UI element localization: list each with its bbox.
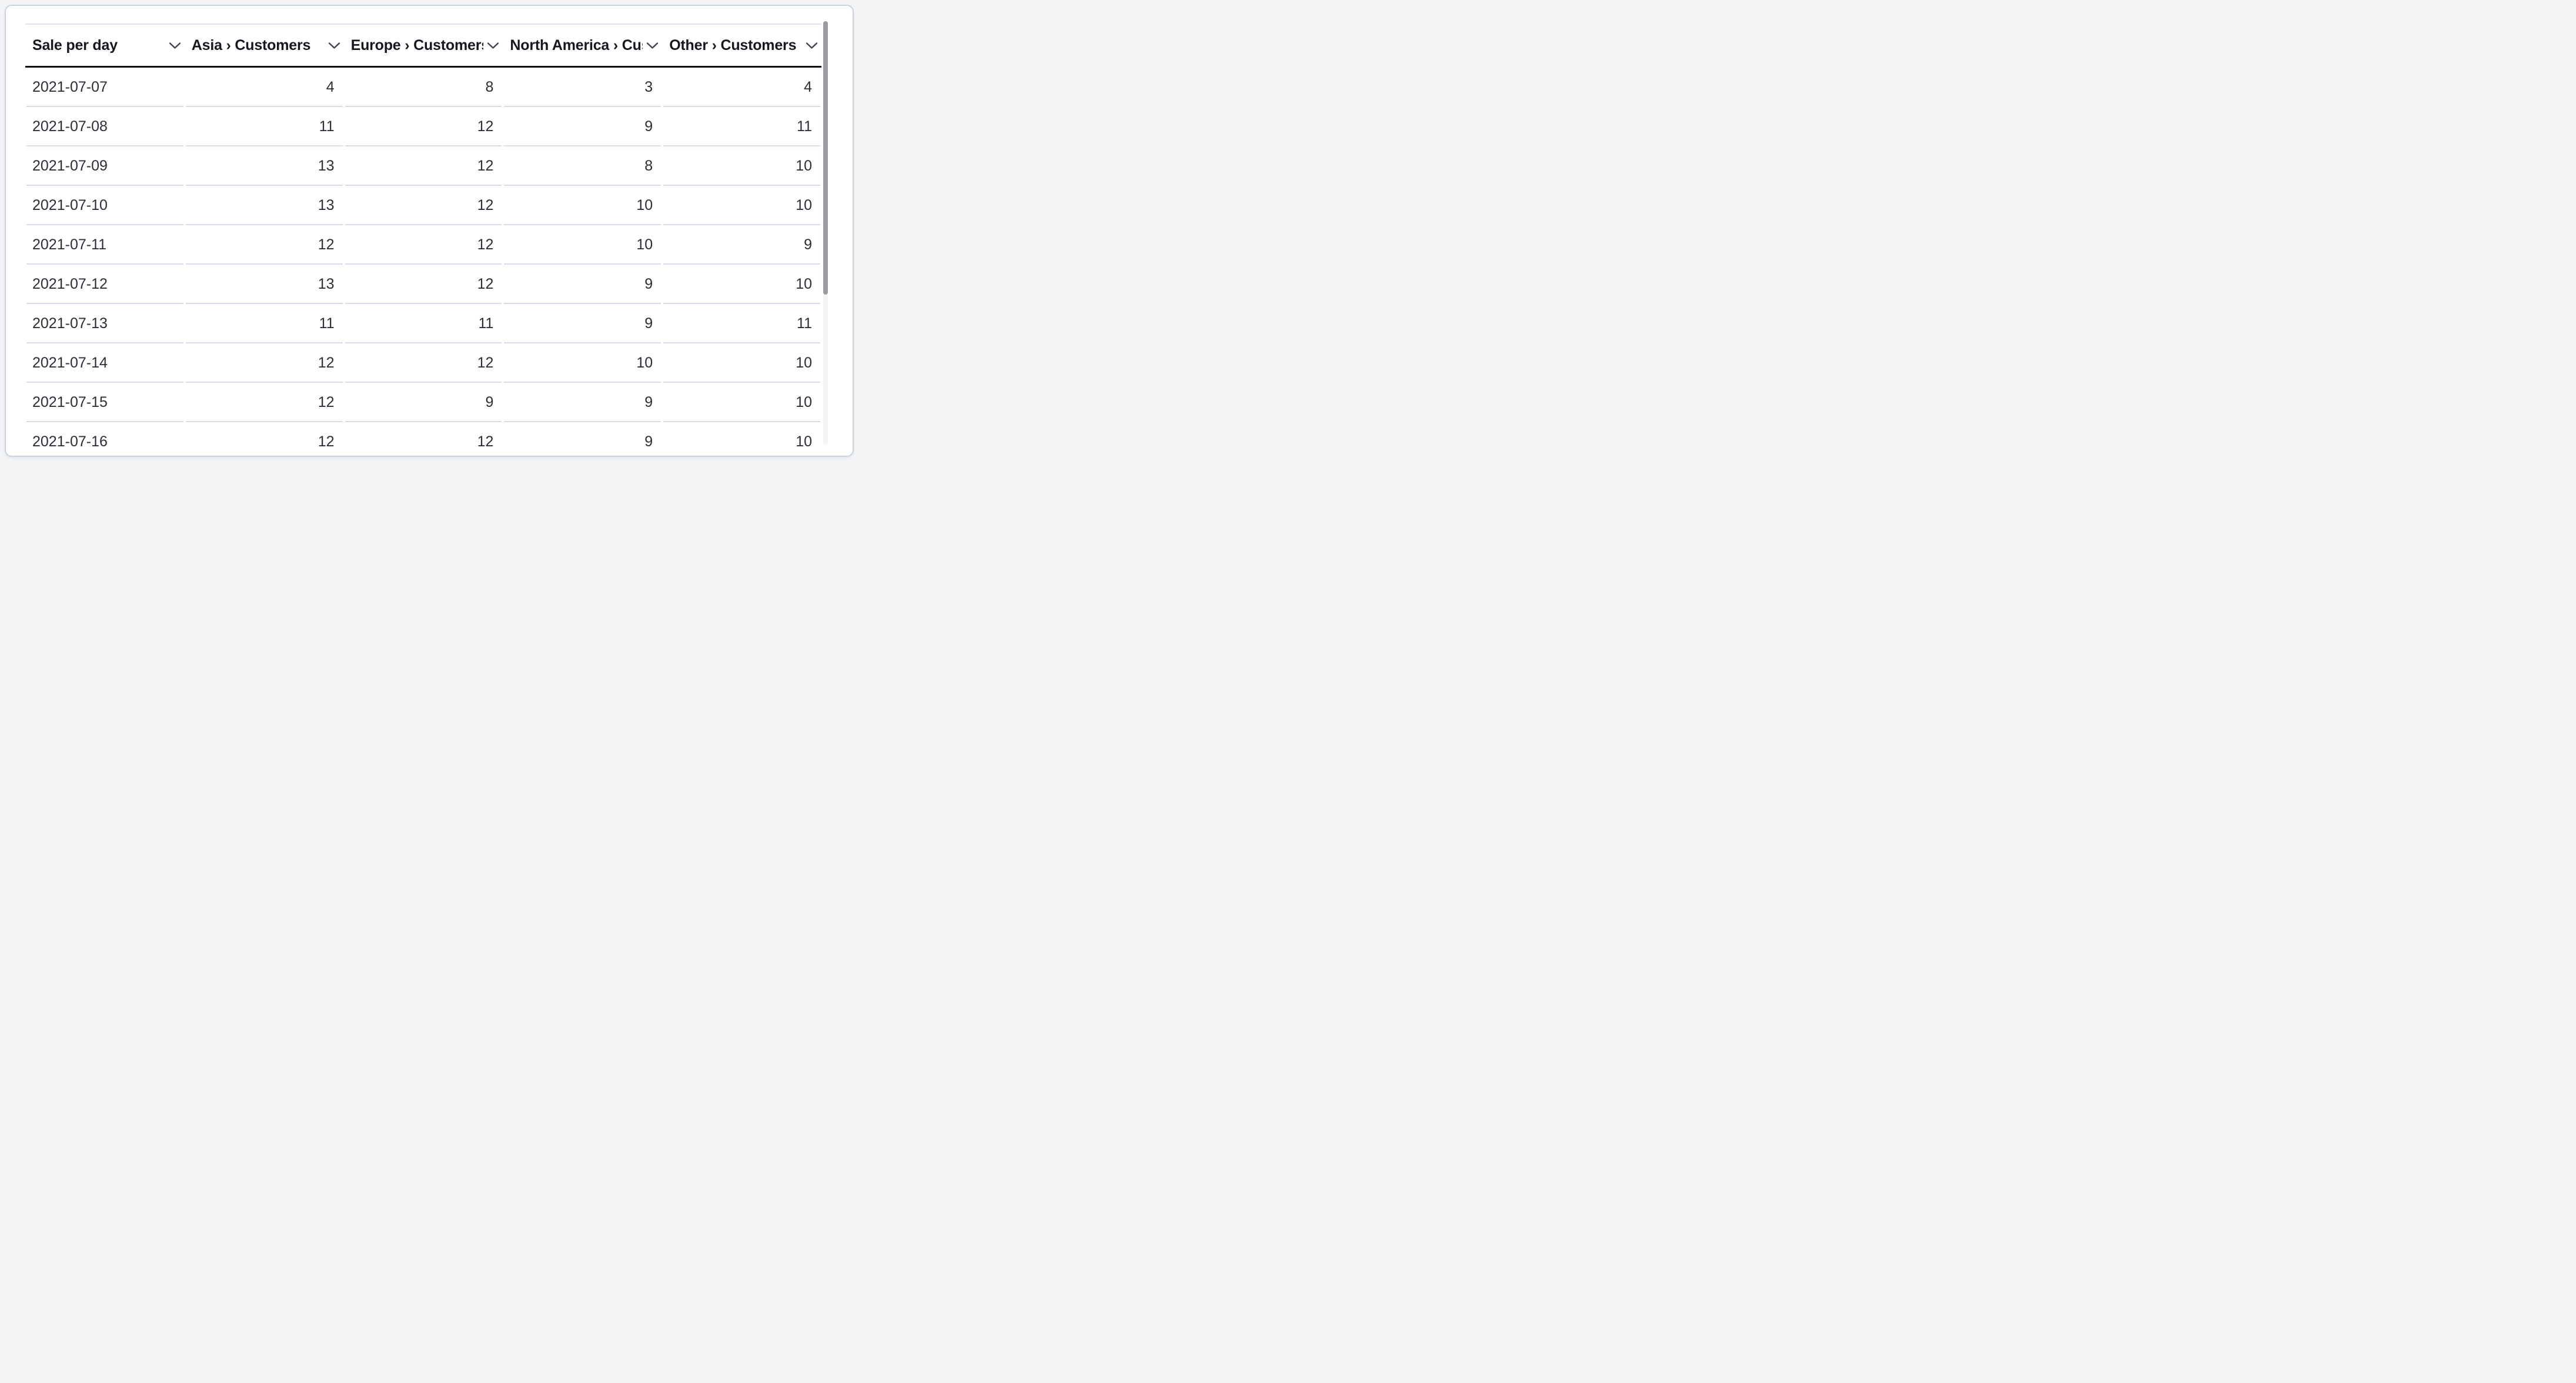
chevron-down-icon	[169, 42, 181, 49]
value-cell: 9	[503, 304, 662, 343]
value-cell: 12	[185, 383, 344, 422]
value-cell: 11	[662, 107, 821, 146]
date-cell: 2021-07-12	[25, 265, 185, 304]
column-header-0[interactable]: Sale per day	[25, 25, 185, 68]
value-cell: 4	[185, 68, 344, 107]
column-header-label: Asia › Customers	[191, 36, 311, 54]
value-cell: 11	[185, 107, 344, 146]
value-cell: 10	[662, 422, 821, 456]
value-cell: 11	[662, 304, 821, 343]
data-table: Sale per day Asia › Customers Europe › Cus…	[25, 25, 821, 456]
value-cell: 10	[503, 343, 662, 383]
date-cell: 2021-07-08	[25, 107, 185, 146]
column-header-label: Other › Customers	[669, 36, 797, 54]
table-row: 2021-07-12 13 12 9 10	[25, 265, 821, 304]
date-cell: 2021-07-07	[25, 68, 185, 107]
value-cell: 12	[344, 265, 503, 304]
value-cell: 8	[503, 146, 662, 186]
table-row: 2021-07-08 11 12 9 11	[25, 107, 821, 146]
value-cell: 10	[662, 383, 821, 422]
value-cell: 10	[503, 225, 662, 265]
value-cell: 9	[344, 383, 503, 422]
value-cell: 4	[662, 68, 821, 107]
date-cell: 2021-07-13	[25, 304, 185, 343]
chevron-down-icon	[646, 42, 659, 49]
column-header-1[interactable]: Asia › Customers	[184, 25, 344, 68]
date-cell: 2021-07-14	[25, 343, 185, 383]
chevron-down-icon	[328, 42, 340, 49]
value-cell: 13	[185, 146, 344, 186]
value-cell: 12	[344, 422, 503, 456]
value-cell: 8	[344, 68, 503, 107]
value-cell: 9	[662, 225, 821, 265]
value-cell: 9	[503, 422, 662, 456]
column-header-label: North America › Customers	[510, 36, 643, 54]
value-cell: 12	[344, 343, 503, 383]
table-row: 2021-07-11 12 12 10 9	[25, 225, 821, 265]
value-cell: 10	[503, 186, 662, 225]
value-cell: 10	[662, 146, 821, 186]
column-header-label: Sale per day	[32, 36, 118, 54]
date-cell: 2021-07-09	[25, 146, 185, 186]
column-header-2[interactable]: Europe › Customers	[343, 25, 503, 68]
date-cell: 2021-07-11	[25, 225, 185, 265]
value-cell: 10	[662, 265, 821, 304]
value-cell: 12	[185, 422, 344, 456]
table-body: 2021-07-07 4 8 3 4 2021-07-08 11 12 9 11 2021-07-0…	[25, 68, 821, 456]
value-cell: 9	[503, 107, 662, 146]
date-cell: 2021-07-16	[25, 422, 185, 456]
date-cell: 2021-07-15	[25, 383, 185, 422]
table-row: 2021-07-15 12 9 9 10	[25, 383, 821, 422]
value-cell: 11	[344, 304, 503, 343]
table-row: 2021-07-14 12 12 10 10	[25, 343, 821, 383]
scrollbar-thumb[interactable]	[823, 21, 828, 295]
table-row: 2021-07-13 11 11 9 11	[25, 304, 821, 343]
column-header-4[interactable]: Other › Customers	[662, 25, 821, 68]
header-row: Sale per day Asia › Customers Europe › Cus…	[25, 25, 821, 68]
table-row: 2021-07-07 4 8 3 4	[25, 68, 821, 107]
table-row: 2021-07-16 12 12 9 10	[25, 422, 821, 456]
value-cell: 12	[344, 225, 503, 265]
value-cell: 13	[185, 265, 344, 304]
vertical-scrollbar[interactable]	[823, 21, 828, 445]
table-row: 2021-07-09 13 12 8 10	[25, 146, 821, 186]
value-cell: 12	[344, 107, 503, 146]
value-cell: 10	[662, 186, 821, 225]
value-cell: 3	[503, 68, 662, 107]
value-cell: 9	[503, 265, 662, 304]
value-cell: 10	[662, 343, 821, 383]
value-cell: 11	[185, 304, 344, 343]
value-cell: 12	[185, 343, 344, 383]
value-cell: 12	[344, 146, 503, 186]
table-row: 2021-07-10 13 12 10 10	[25, 186, 821, 225]
value-cell: 12	[344, 186, 503, 225]
page: Sale per day Asia › Customers Europe › Cus…	[0, 0, 858, 461]
chevron-down-icon	[806, 42, 818, 49]
value-cell: 12	[185, 225, 344, 265]
column-header-label: Europe › Customers	[350, 36, 484, 54]
value-cell: 13	[185, 186, 344, 225]
table-container: Sale per day Asia › Customers Europe › Cus…	[25, 24, 821, 456]
table-card: Sale per day Asia › Customers Europe › Cus…	[5, 5, 854, 457]
date-cell: 2021-07-10	[25, 186, 185, 225]
column-header-3[interactable]: North America › Customers	[503, 25, 663, 68]
chevron-down-icon	[487, 42, 499, 49]
value-cell: 9	[503, 383, 662, 422]
